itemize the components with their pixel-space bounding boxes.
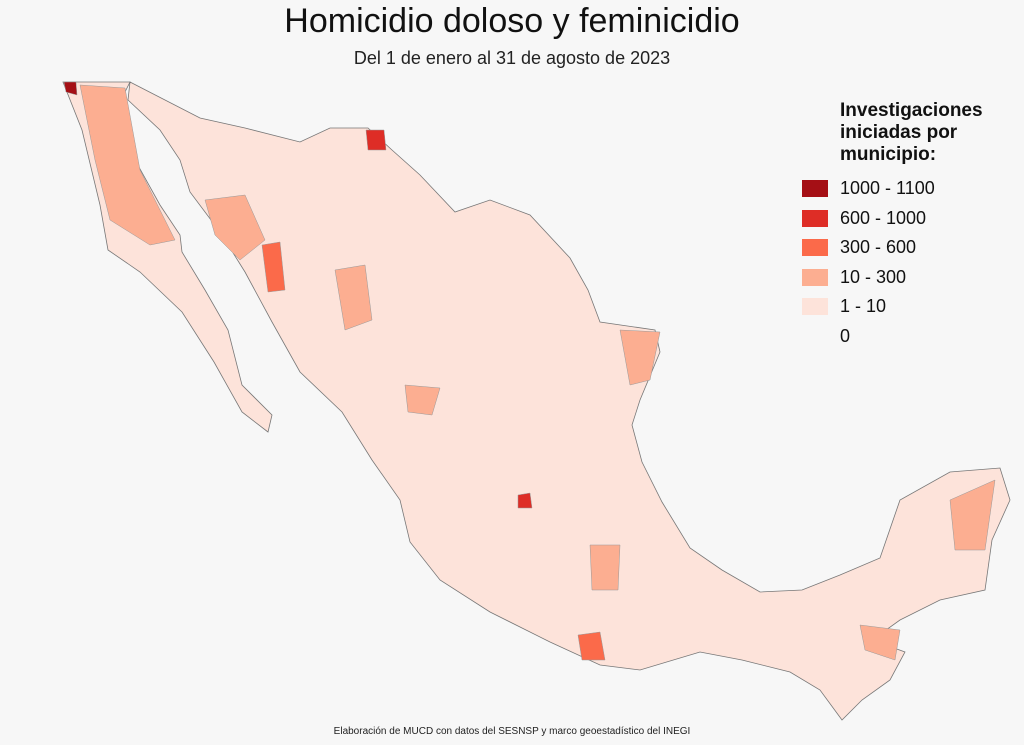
region (365, 129, 387, 151)
region (619, 329, 661, 386)
legend-swatch (802, 268, 828, 286)
region (204, 194, 266, 261)
region (63, 81, 78, 96)
legend-item: 600 - 1000 (802, 204, 1020, 234)
legend-item: 10 - 300 (802, 263, 1020, 293)
legend-label: 1 - 10 (840, 296, 887, 317)
legend-item: 300 - 600 (802, 233, 1020, 263)
legend-items: 1000 - 1100 600 - 1000 300 - 600 10 - 300 1 … (802, 174, 1020, 351)
region (589, 544, 621, 591)
region (859, 624, 901, 661)
legend-item: 1000 - 1100 (802, 174, 1020, 204)
region (404, 384, 441, 416)
legend-swatch (802, 328, 828, 345)
legend-label: 0 (840, 325, 851, 346)
legend: Investigaciones iniciadas por municipio:… (802, 100, 1020, 351)
region (261, 241, 286, 293)
legend-item: 1 - 10 (802, 292, 1020, 322)
legend-swatch (802, 298, 828, 316)
legend-swatch (802, 180, 828, 198)
source-note: Elaboración de MUCD con datos del SESNSP… (333, 726, 691, 737)
legend-item: 0 (802, 322, 1020, 352)
legend-label: 1000 - 1100 (840, 178, 935, 199)
region (517, 492, 533, 509)
title: Homicidio doloso y feminicidio (284, 2, 740, 40)
legend-title: Investigaciones iniciadas por municipio: (840, 100, 983, 165)
subtitle: Del 1 de enero al 31 de agosto de 2023 (353, 48, 671, 68)
mainland (127, 81, 1011, 721)
region (577, 631, 606, 661)
legend-label: 300 - 600 (840, 237, 917, 258)
legend-label: 10 - 300 (840, 266, 907, 287)
legend-swatch (802, 239, 828, 257)
region (949, 479, 996, 551)
legend-label: 600 - 1000 (840, 207, 927, 228)
region (79, 84, 176, 246)
legend-swatch (802, 209, 828, 227)
region (334, 264, 373, 331)
